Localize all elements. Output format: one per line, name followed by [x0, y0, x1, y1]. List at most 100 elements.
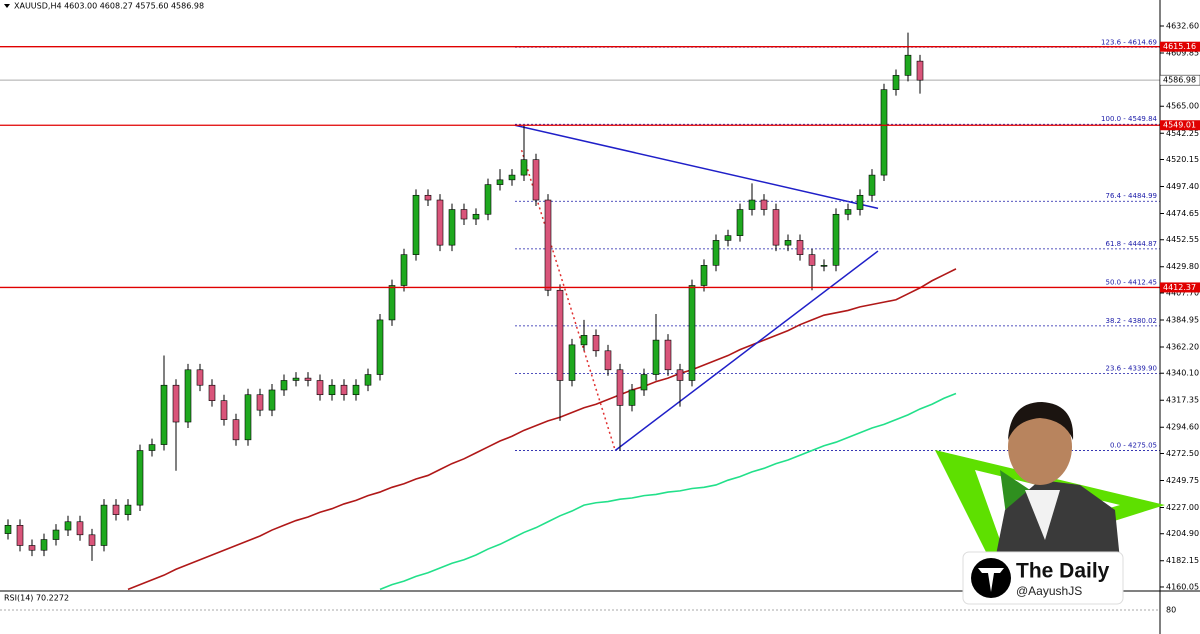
candle-body — [220, 400, 228, 420]
candle-body — [772, 209, 780, 246]
candle-body — [148, 444, 156, 451]
y-tick-label: 4520.15 — [1166, 155, 1199, 164]
brand-overlay: The Daily @AayushJS — [935, 402, 1165, 605]
candle-body — [16, 525, 24, 546]
current-price-label: 4586.98 — [1163, 76, 1196, 85]
y-tick-label: 4294.60 — [1166, 423, 1199, 432]
price-tag — [1160, 41, 1200, 52]
y-tick-label: 4227.00 — [1166, 503, 1199, 512]
candle-body — [868, 174, 876, 196]
y-tick-label: 4429.80 — [1166, 262, 1199, 271]
candle-body — [556, 289, 564, 381]
candle-body — [424, 194, 432, 201]
candle-body — [280, 380, 288, 391]
candle-body — [196, 369, 204, 386]
fib-label: 50.0 - 4412.45 — [1105, 278, 1157, 286]
candle-body — [256, 394, 264, 411]
rsi-tick-label: 80 — [1166, 606, 1176, 615]
y-tick-label: 4407.70 — [1166, 288, 1199, 297]
candle-body — [700, 265, 708, 286]
candle-body — [4, 525, 12, 534]
candle-body — [844, 209, 852, 215]
candle-body — [304, 377, 312, 381]
fib-label: 0.0 - 4275.05 — [1110, 441, 1157, 449]
current-price-tag — [1159, 74, 1200, 86]
brand-name: The Daily — [1016, 560, 1110, 583]
candle-body — [436, 199, 444, 246]
candle-body — [100, 504, 108, 546]
candle-body — [508, 174, 516, 181]
candle-body — [484, 184, 492, 215]
candle-body — [580, 335, 588, 346]
moving-average — [379, 392, 957, 591]
price-tag-label: 4412.37 — [1163, 283, 1196, 292]
candle-body — [568, 344, 576, 381]
person-body — [995, 480, 1120, 560]
fib-label: 76.4 - 4484.99 — [1105, 192, 1157, 200]
candle-body — [892, 75, 900, 90]
candle-body — [388, 285, 396, 321]
candle-body — [640, 374, 648, 391]
candle-body — [88, 534, 96, 546]
candle-body — [52, 529, 60, 540]
candle-body — [736, 209, 744, 236]
candle-body — [376, 319, 384, 375]
fib-label: 23.6 - 4339.90 — [1105, 364, 1157, 372]
fib-label: 123.6 - 4614.69 — [1101, 38, 1157, 46]
y-tick-label: 4272.50 — [1166, 449, 1199, 458]
candle-body — [76, 521, 84, 536]
price-tag — [1160, 120, 1200, 131]
candle-body — [316, 380, 324, 396]
y-tick-label: 4204.90 — [1166, 529, 1199, 538]
candle-body — [472, 213, 480, 220]
price-tag-label: 4615.16 — [1163, 42, 1196, 51]
candle-body — [712, 240, 720, 266]
y-tick-label: 4317.35 — [1166, 396, 1199, 405]
candle-body — [724, 235, 732, 241]
trendline — [614, 250, 879, 452]
candle-body — [136, 450, 144, 506]
y-tick-label: 4384.95 — [1166, 315, 1199, 324]
candle-body — [832, 213, 840, 266]
candle-body — [64, 521, 72, 531]
candle-body — [460, 209, 468, 220]
candle-body — [664, 339, 672, 371]
y-tick-label: 4474.65 — [1166, 209, 1199, 218]
y-tick-label: 4362.20 — [1166, 342, 1199, 351]
candle-body — [544, 199, 552, 291]
candle-body — [124, 504, 132, 515]
candle-body — [856, 194, 864, 210]
candle-body — [28, 545, 36, 551]
candle-body — [232, 419, 240, 441]
candle-body — [448, 209, 456, 246]
y-tick-label: 4182.15 — [1166, 556, 1199, 565]
price-tag — [1160, 282, 1200, 293]
candle-body — [160, 384, 168, 445]
person-shirt — [1025, 490, 1060, 540]
candle-body — [652, 339, 660, 375]
rsi-label: RSI(14) 70.2272 — [4, 594, 69, 603]
y-tick-label: 4452.55 — [1166, 235, 1199, 244]
candle-body — [676, 369, 684, 381]
candle-body — [796, 240, 804, 255]
candle-body — [364, 374, 372, 386]
candle-body — [412, 194, 420, 255]
price-tag-label: 4549.01 — [1163, 121, 1196, 130]
y-tick-label: 4340.10 — [1166, 369, 1199, 378]
candle-body — [244, 394, 252, 441]
person-head — [1008, 409, 1072, 485]
candle-body — [784, 240, 792, 246]
chart-header: XAUUSD,H4 4603.00 4608.27 4575.60 4586.9… — [14, 2, 204, 11]
candle-body — [292, 377, 300, 381]
candle-body — [916, 60, 924, 81]
candle-body — [340, 384, 348, 396]
y-tick-label: 4249.75 — [1166, 476, 1199, 485]
candle-body — [112, 504, 120, 515]
candle-body — [628, 389, 636, 406]
brand-icon-mark — [978, 568, 1004, 592]
y-tick-label: 4565.00 — [1166, 102, 1199, 111]
candle-body — [904, 54, 912, 76]
candle-body — [532, 159, 540, 201]
candle-body — [616, 369, 624, 406]
